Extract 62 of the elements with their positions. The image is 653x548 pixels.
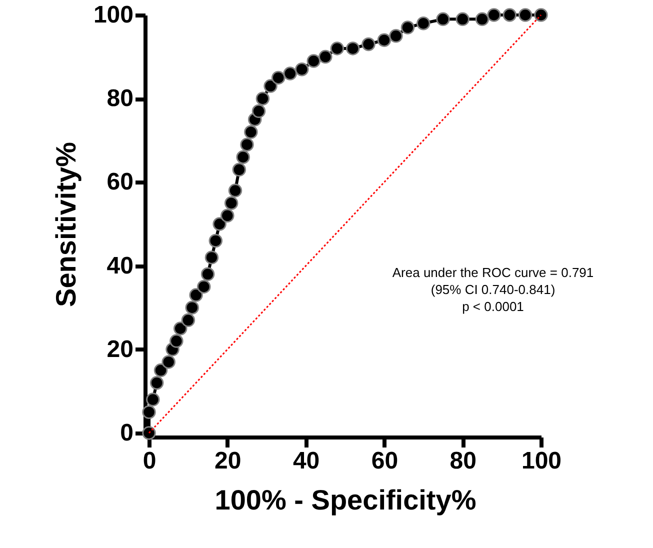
point	[212, 217, 226, 231]
point	[244, 125, 258, 139]
point	[197, 280, 211, 294]
x-axis-title: 100% - Specificity%	[214, 484, 476, 516]
point	[475, 12, 490, 26]
point	[224, 196, 238, 210]
y-tick-label: 80	[106, 85, 134, 112]
point	[295, 62, 309, 76]
point	[181, 313, 196, 327]
x-tick-label: 40	[292, 448, 320, 474]
y-tick-label: 60	[106, 168, 134, 196]
point	[204, 250, 219, 264]
point	[240, 138, 254, 152]
point	[362, 37, 376, 52]
point	[330, 42, 344, 56]
point	[518, 8, 532, 22]
annotation: p < 0.0001	[462, 299, 524, 314]
point	[185, 300, 199, 314]
point	[534, 8, 548, 22]
point	[142, 426, 156, 440]
y-tick-label: 20	[106, 336, 134, 363]
point	[142, 405, 156, 419]
point	[236, 150, 250, 164]
point	[232, 162, 246, 177]
annotation: (95% CI 0.740-0.841)	[430, 282, 556, 297]
x-tick-label: 0	[142, 448, 156, 474]
y-tick-label: 0	[120, 420, 134, 446]
point	[220, 208, 234, 222]
point	[200, 267, 215, 282]
annotation: Area under the ROC curve = 0.791	[392, 265, 594, 280]
y-tick-label: 40	[106, 252, 134, 280]
point	[400, 20, 415, 34]
x-tick-label: 20	[214, 448, 242, 474]
point	[162, 355, 176, 369]
point	[154, 363, 168, 378]
x-tick-label: 60	[371, 448, 398, 474]
point	[389, 29, 403, 43]
point	[150, 376, 164, 390]
point	[306, 54, 321, 68]
point	[318, 50, 332, 64]
point	[271, 70, 286, 85]
point	[487, 8, 501, 22]
x-tick-label: 80	[450, 448, 476, 474]
point	[189, 288, 203, 302]
y-axis-title: Sensitivity%	[50, 142, 82, 307]
point	[228, 184, 242, 198]
y-tick-label: 100	[93, 2, 134, 28]
point	[436, 12, 450, 26]
point	[252, 104, 266, 118]
x-tick-label: 100	[521, 448, 562, 474]
point	[256, 92, 270, 106]
point	[170, 334, 184, 348]
point	[173, 322, 188, 336]
point	[502, 8, 517, 22]
point	[346, 42, 360, 56]
point	[264, 79, 278, 93]
point	[146, 392, 160, 406]
point	[377, 33, 392, 47]
point	[416, 16, 430, 30]
point	[283, 66, 297, 80]
point	[456, 12, 470, 26]
point	[208, 234, 223, 248]
